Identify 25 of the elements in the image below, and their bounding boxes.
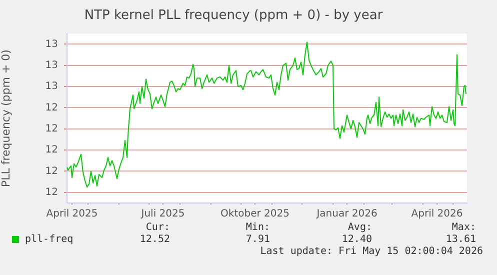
text: Cur:	[146, 222, 170, 233]
y-tick-label: 12	[45, 187, 58, 198]
text: 7.91	[246, 234, 270, 245]
text: 12.40	[342, 234, 372, 245]
text: 12.52	[140, 234, 170, 245]
x-tick-label: Juli 2025	[140, 208, 185, 220]
legend-label: pll-freq	[25, 234, 74, 245]
x-tick-label: Januar 2026	[316, 208, 378, 220]
y-tick-label: 13	[45, 81, 58, 92]
y-axis-title: PLL frequency (ppm + 0)	[0, 50, 12, 188]
y-tick-label: 12	[45, 144, 58, 156]
text: Min:	[246, 222, 270, 233]
y-tick-label: 13	[45, 60, 58, 71]
x-tick-label: Oktober 2025	[220, 208, 290, 220]
x-tick-label: April 2025	[46, 208, 98, 220]
y-tick-label: 12	[45, 123, 58, 134]
chart-title: NTP kernel PLL frequency (ppm + 0) - by year	[84, 8, 384, 24]
y-tick-label: 12	[45, 102, 58, 114]
x-tick-label: April 2026	[411, 208, 463, 220]
text: Last update: Fri May 15 02:00:04 2026	[260, 246, 483, 257]
y-tick-label: 13	[45, 38, 58, 50]
text: 13.61	[446, 234, 476, 245]
text: Avg:	[348, 222, 372, 233]
text: Max:	[452, 222, 476, 233]
y-tick-label: 12	[45, 166, 58, 177]
